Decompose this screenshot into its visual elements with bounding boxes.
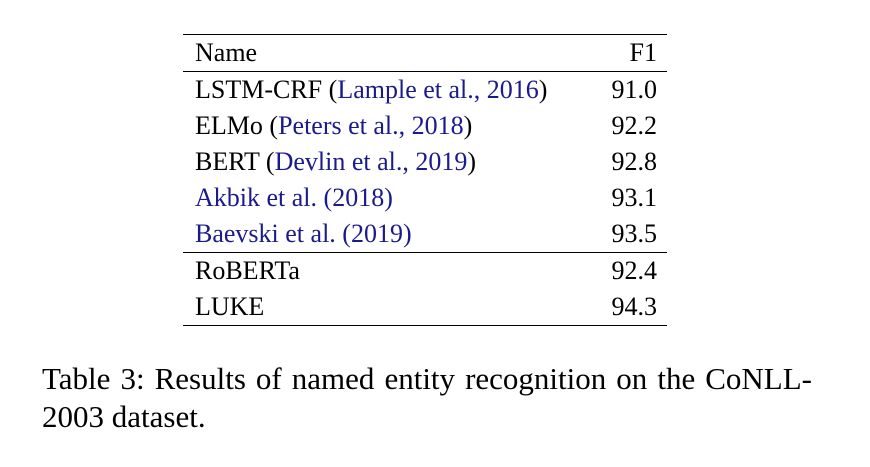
citation-year: (2019) — [335, 219, 412, 248]
model-cell: BERT (Devlin et al., 2019) — [183, 144, 593, 180]
table-row: Baevski et al. (2019) 93.5 — [183, 216, 667, 253]
model-cell: Baevski et al. (2019) — [183, 216, 593, 253]
f1-value: 91.0 — [611, 75, 658, 104]
paren-close: ) — [463, 111, 473, 140]
f1-value: 93.1 — [611, 183, 658, 212]
paren-open: ( — [259, 147, 275, 176]
citation-link[interactable]: Akbik et al. — [195, 183, 318, 212]
citation-year: (2018) — [317, 183, 393, 212]
table-row: Akbik et al. (2018) 93.1 — [183, 180, 667, 216]
f1-value: 92.4 — [611, 256, 658, 285]
model-name: LUKE — [195, 292, 265, 321]
f1-value: 92.2 — [611, 111, 658, 140]
citation-link[interactable]: Lample et al., 2016 — [337, 75, 539, 104]
table-row: BERT (Devlin et al., 2019) 92.8 — [183, 144, 667, 180]
model-name: BERT — [195, 147, 260, 176]
header-row: Name F1 — [183, 34, 667, 72]
model-name: LSTM-CRF — [195, 75, 323, 104]
paren-open: ( — [262, 111, 279, 140]
f1-value: 92.8 — [611, 147, 658, 176]
table-row: LUKE 94.3 — [183, 289, 667, 326]
header-f1: F1 — [629, 38, 657, 67]
f1-value-best: 94.3 — [611, 292, 658, 321]
paren-open: ( — [322, 75, 338, 104]
table-row: LSTM-CRF (Lample et al., 2016) 91.0 — [183, 72, 667, 109]
table-caption: Table 3: Results of named entity recogni… — [42, 361, 812, 434]
citation-link[interactable]: Devlin et al., 2019 — [274, 147, 468, 176]
results-table: Name F1 LSTM-CRF (Lample et al., 2016) 9… — [183, 34, 667, 326]
model-cell: LSTM-CRF (Lample et al., 2016) — [183, 72, 593, 109]
model-name: ELMo — [195, 111, 263, 140]
citation-link[interactable]: Peters et al., 2018 — [278, 111, 464, 140]
table-row: ELMo (Peters et al., 2018) 92.2 — [183, 108, 667, 144]
paren-close: ) — [467, 147, 477, 176]
model-name: RoBERTa — [195, 256, 300, 285]
header-name: Name — [195, 38, 258, 67]
model-cell: ELMo (Peters et al., 2018) — [183, 108, 593, 144]
citation-link[interactable]: Baevski et al. — [195, 219, 336, 248]
f1-value: 93.5 — [611, 219, 658, 248]
paren-close: ) — [538, 75, 548, 104]
model-cell: Akbik et al. (2018) — [183, 180, 593, 216]
table-row: RoBERTa 92.4 — [183, 253, 667, 290]
